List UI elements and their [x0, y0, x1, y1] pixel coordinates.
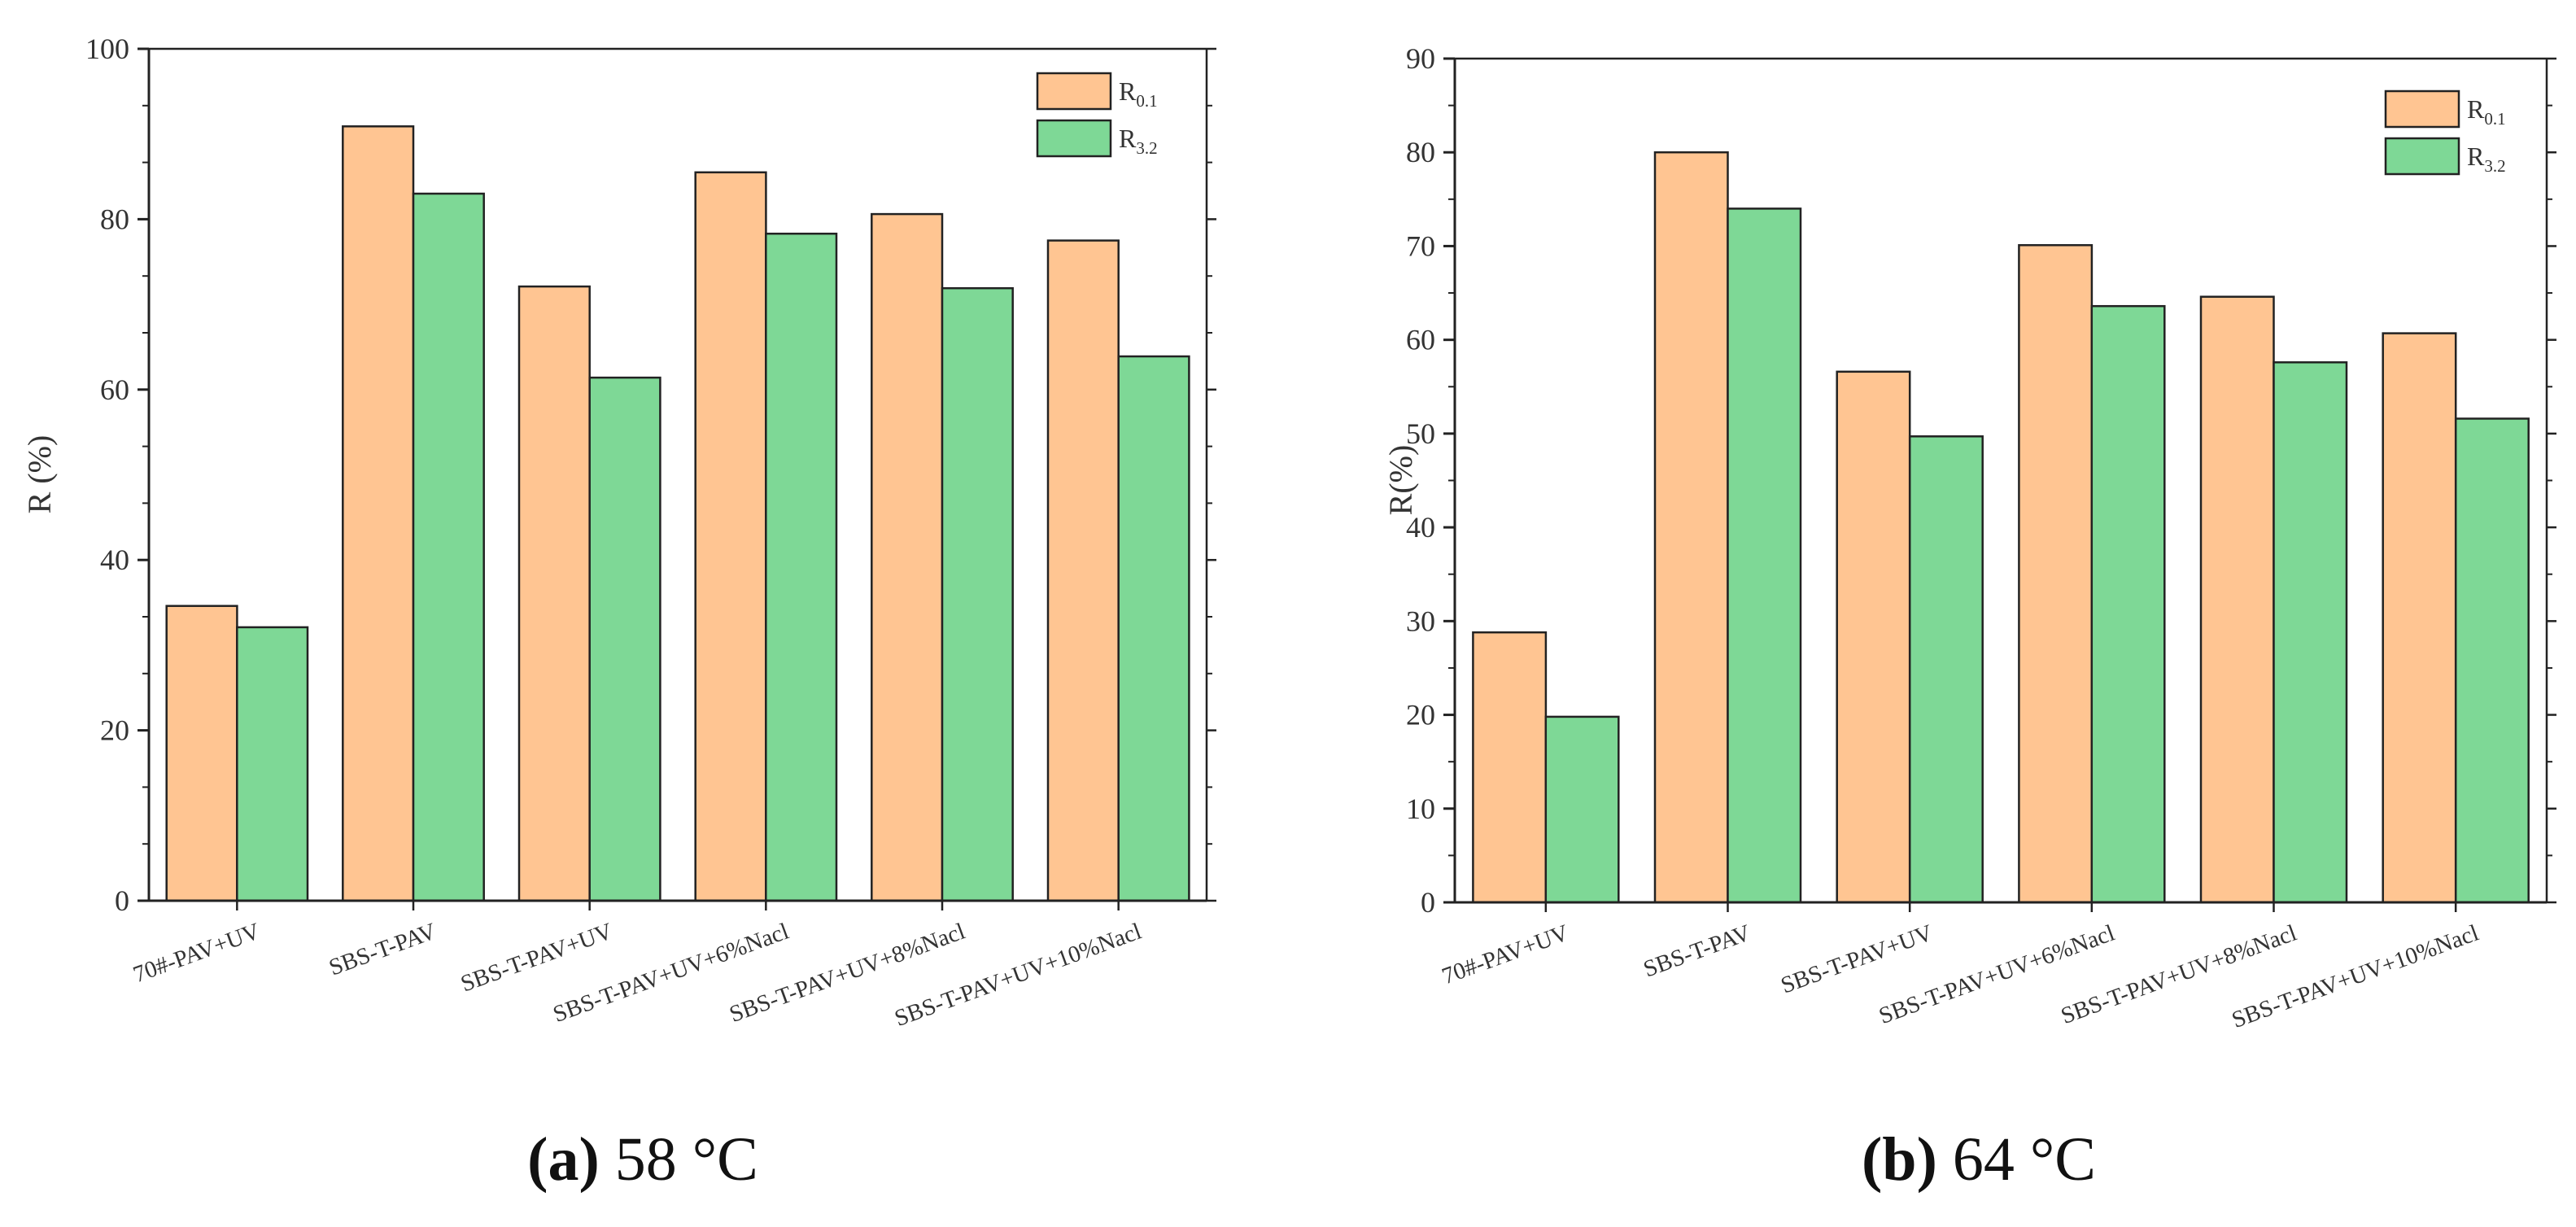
- bar-R01-3: [517, 285, 591, 902]
- legend-swatch-R01: [2384, 90, 2460, 129]
- bar-R32-4: [2090, 304, 2166, 904]
- bar-R01-2: [1653, 151, 1729, 904]
- bar-R32-1: [1544, 715, 1620, 904]
- bar-R32-3: [1908, 435, 1984, 904]
- y-tick-label: 70: [1406, 229, 1435, 262]
- y-tick-label: 80: [1406, 136, 1435, 168]
- chart-b-64c: 0 10 20 30 40 50 60 70 80 90 70#-PAV+UV SBS-T-PAV SB…: [1382, 42, 2556, 1194]
- legend-swatch-R32: [1036, 119, 1112, 158]
- legend-label-subscript: 3.2: [1136, 138, 1157, 158]
- bar-R01-6: [2382, 332, 2457, 904]
- y-axis-title: R(%): [1382, 445, 1419, 516]
- x-tick-label: SBS-T-PAV+UV: [457, 918, 616, 997]
- bar-R32-2: [1727, 207, 1802, 904]
- bar-R32-2: [412, 192, 485, 902]
- legend-label-main: R: [2467, 94, 2485, 124]
- legend-label-R32: R3.2: [2467, 142, 2506, 176]
- bar-R01-4: [694, 171, 767, 902]
- bar-R32-6: [2454, 417, 2530, 904]
- y-tick-label: 40: [1406, 511, 1435, 544]
- legend-label-main: R: [2467, 142, 2485, 171]
- bar-R01-2: [342, 125, 415, 902]
- bar-R32-6: [1117, 355, 1190, 902]
- legend-label-main: R: [1119, 76, 1137, 106]
- x-tick-label: SBS-T-PAV: [325, 918, 439, 980]
- y-axis-title: R (%): [21, 435, 58, 514]
- y-tick-label: 0: [115, 884, 129, 917]
- y-tick-label: 20: [100, 714, 129, 747]
- y-tick-label: 100: [85, 33, 129, 65]
- y-tick-label: 90: [1406, 42, 1435, 75]
- legend-label-main: R: [1119, 124, 1137, 153]
- legend-swatch-R01: [1036, 72, 1112, 111]
- y-tick-label: 40: [100, 544, 129, 576]
- legend-label-subscript: 0.1: [1136, 91, 1157, 111]
- legend-label-R01: R0.1: [2467, 94, 2506, 129]
- bar-R32-4: [765, 232, 838, 902]
- bar-R01-4: [2018, 244, 2094, 904]
- bar-R01-1: [165, 605, 238, 902]
- caption-letter: (a): [527, 1125, 600, 1194]
- y-tick-label: 60: [100, 373, 129, 406]
- bar-R01-6: [1046, 239, 1120, 902]
- y-tick-label: 10: [1406, 793, 1435, 825]
- bar-R01-5: [2199, 295, 2275, 904]
- legend-label-R32: R3.2: [1119, 124, 1158, 158]
- legend-swatch-R32: [2384, 137, 2460, 176]
- bar-R01-3: [1836, 370, 1911, 904]
- caption-letter: (b): [1862, 1125, 1937, 1194]
- y-tick-label: 60: [1406, 324, 1435, 356]
- bar-R32-5: [941, 286, 1014, 902]
- y-tick-label: 0: [1421, 886, 1435, 919]
- caption-temperature: 58 °C: [600, 1125, 758, 1194]
- y-tick-label: 20: [1406, 699, 1435, 731]
- bar-R32-1: [236, 626, 309, 902]
- y-tick-label: 30: [1406, 605, 1435, 637]
- bar-R01-5: [871, 212, 944, 902]
- bar-R32-5: [2273, 361, 2348, 904]
- legend-label-subscript: 0.1: [2484, 109, 2505, 129]
- chart-caption: (b) 64 °C: [1862, 1125, 2096, 1194]
- y-tick-label: 80: [100, 203, 129, 235]
- x-tick-label: 70#-PAV+UV: [1439, 919, 1572, 989]
- legend-label-subscript: 3.2: [2484, 156, 2505, 176]
- chart-caption: (a) 58 °C: [527, 1125, 758, 1194]
- chart-a-58c: 0 20 40 60 80 100 70#-PAV+UV SBS-T-PAV SBS-T-PAV…: [21, 33, 1216, 1194]
- legend-label-R01: R0.1: [1119, 76, 1158, 111]
- y-tick-label: 50: [1406, 417, 1435, 450]
- caption-temperature: 64 °C: [1937, 1125, 2096, 1194]
- bar-R32-3: [588, 376, 661, 902]
- x-tick-label: 70#-PAV+UV: [130, 918, 264, 988]
- x-tick-label: SBS-T-PAV: [1640, 919, 1754, 982]
- x-tick-label: SBS-T-PAV+UV: [1778, 919, 1936, 998]
- bar-R01-1: [1472, 631, 1548, 904]
